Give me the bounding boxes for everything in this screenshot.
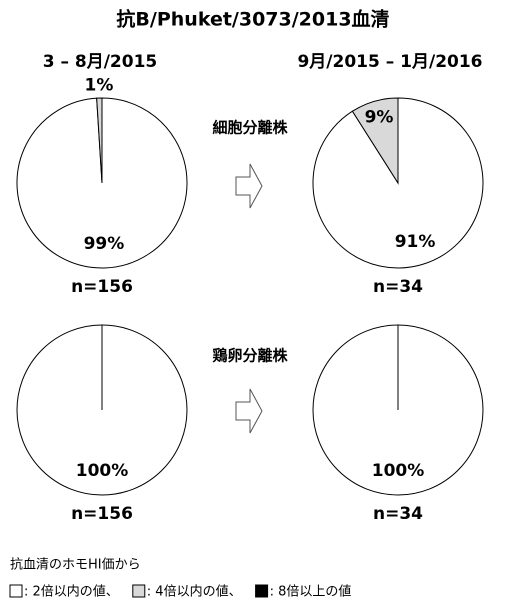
legend-swatch xyxy=(255,584,269,598)
legend-label: : 2倍以内の値、 xyxy=(24,584,119,600)
pie-slice xyxy=(351,97,399,185)
n-label: n=34 xyxy=(373,277,423,297)
arrow xyxy=(235,163,263,209)
period-label: 3 – 8月/2015 xyxy=(43,52,158,72)
pie-slice xyxy=(96,97,103,184)
arrow xyxy=(235,388,263,434)
n-label: n=156 xyxy=(71,504,133,524)
value-label: 99% xyxy=(84,234,125,254)
legend-label: : 4倍以内の値、 xyxy=(147,584,242,600)
value-label: 100% xyxy=(76,461,129,481)
legend-label: : 8倍以上の値 xyxy=(270,584,352,600)
row-label: 鶏卵分離株 xyxy=(212,347,288,365)
legend-title: 抗血清のホモHI価から xyxy=(10,558,141,573)
chart-title: 抗B/Phuket/3073/2013血清 xyxy=(116,8,389,31)
value-label: 91% xyxy=(395,232,436,252)
legend-swatch xyxy=(132,584,146,598)
value-label: 100% xyxy=(372,461,425,481)
row-label: 細胞分離株 xyxy=(212,119,288,137)
value-label: 1% xyxy=(84,75,113,95)
period-label: 9月/2015 – 1月/2016 xyxy=(297,52,482,72)
value-label: 9% xyxy=(365,108,394,128)
n-label: n=156 xyxy=(71,277,133,297)
n-label: n=34 xyxy=(373,504,423,524)
legend-swatch xyxy=(9,584,23,598)
